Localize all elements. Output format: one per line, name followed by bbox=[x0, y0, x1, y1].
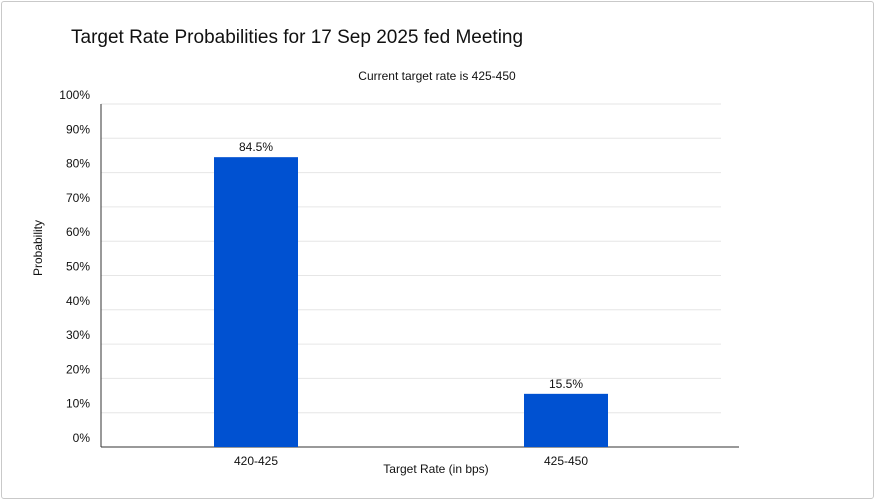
bars: 84.5% 15.5% bbox=[214, 140, 608, 448]
bar-data-label: 15.5% bbox=[549, 377, 583, 391]
y-tick-label: 40% bbox=[66, 294, 90, 308]
y-tick-label: 0% bbox=[73, 431, 91, 445]
x-tick-labels: 420-425 425-450 bbox=[234, 454, 588, 468]
y-tick-label: 70% bbox=[66, 191, 90, 205]
y-tick-label: 50% bbox=[66, 260, 90, 274]
bar-420-425 bbox=[214, 157, 298, 448]
y-tick-label: 100% bbox=[59, 88, 90, 102]
x-tick-label: 425-450 bbox=[544, 454, 588, 468]
y-tick-label: 10% bbox=[66, 397, 90, 411]
bar-425-450 bbox=[524, 393, 608, 447]
y-tick-label: 80% bbox=[66, 157, 90, 171]
bar-data-label: 84.5% bbox=[239, 140, 273, 154]
x-tick-label: 420-425 bbox=[234, 454, 278, 468]
chart-title: Target Rate Probabilities for 17 Sep 202… bbox=[71, 27, 524, 48]
gridlines bbox=[101, 103, 721, 414]
y-tick-label: 20% bbox=[66, 362, 90, 376]
chart-subtitle: Current target rate is 425-450 bbox=[358, 69, 516, 83]
x-axis-label: Target Rate (in bps) bbox=[383, 462, 488, 476]
y-tick-label: 30% bbox=[66, 328, 90, 342]
y-tick-label: 90% bbox=[66, 122, 90, 136]
y-axis-label: Probability bbox=[31, 220, 45, 276]
y-tick-label: 60% bbox=[66, 225, 90, 239]
y-tick-labels: 0% 10% 20% 30% 40% 50% 60% 70% 80% 90% 100% bbox=[59, 88, 90, 445]
